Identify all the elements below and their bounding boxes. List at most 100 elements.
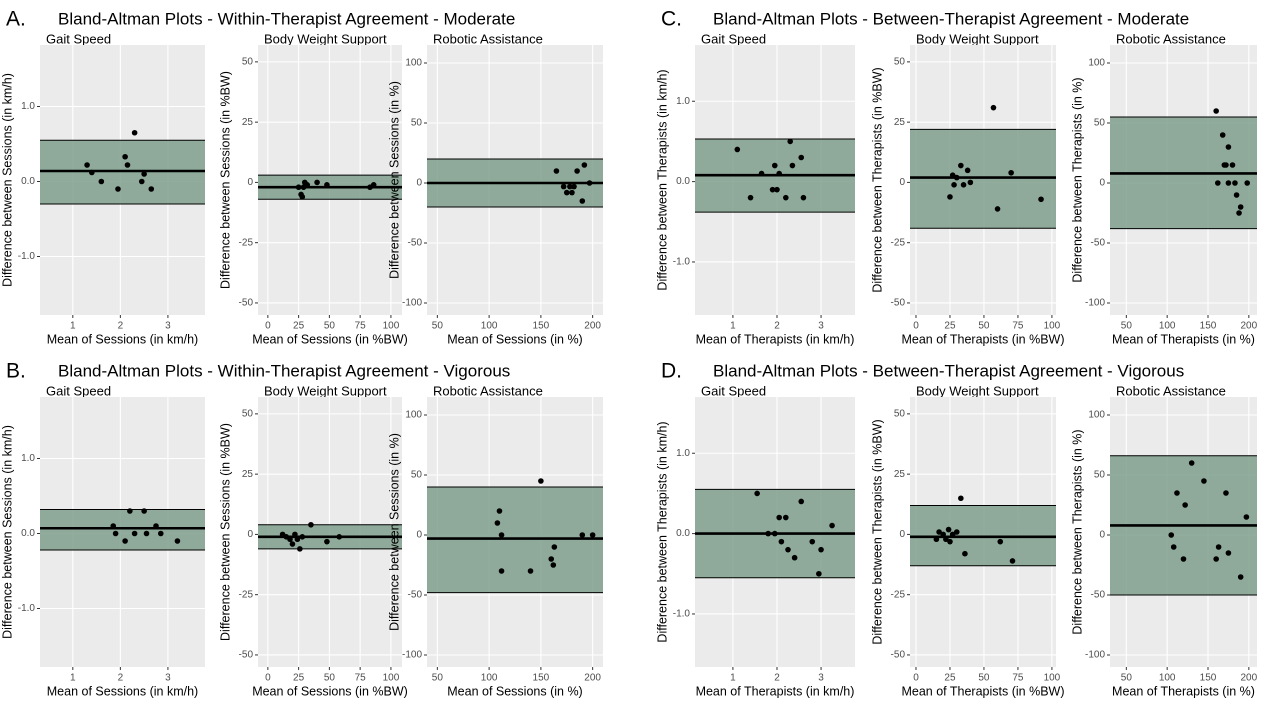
point bbox=[994, 206, 1001, 212]
point bbox=[370, 182, 377, 188]
x-tick-label: 100 bbox=[481, 321, 498, 332]
x-tick-label: 1 bbox=[730, 673, 736, 684]
point bbox=[548, 556, 555, 562]
point bbox=[294, 536, 301, 543]
point bbox=[1174, 490, 1180, 496]
subplot-title: Body Weight Support bbox=[916, 31, 1039, 46]
x-axis-label: Mean of Sessions (in %) bbox=[447, 332, 582, 346]
point bbox=[933, 536, 940, 543]
point bbox=[776, 170, 782, 177]
point bbox=[551, 544, 558, 550]
x-axis-label: Mean of Therapists (in %) bbox=[1112, 332, 1255, 346]
point bbox=[115, 186, 121, 192]
x-tick-label: 50 bbox=[432, 321, 444, 332]
point bbox=[563, 189, 570, 196]
point bbox=[949, 172, 956, 178]
panel-title: Bland-Altman Plots - Within-Therapist Ag… bbox=[58, 9, 515, 28]
point bbox=[958, 495, 964, 502]
x-tick-label: 0 bbox=[913, 673, 919, 684]
x-tick-label: 100 bbox=[383, 673, 400, 684]
point bbox=[940, 531, 946, 538]
x-tick-label: 100 bbox=[383, 321, 400, 332]
point bbox=[89, 169, 95, 176]
y-tick-label: -1.0 bbox=[18, 603, 36, 614]
x-tick-label: 25 bbox=[944, 321, 956, 332]
point bbox=[1237, 574, 1244, 580]
point bbox=[157, 530, 164, 537]
point bbox=[560, 183, 567, 190]
x-tick-label: 200 bbox=[1240, 321, 1257, 332]
subplot-title: Gait Speed bbox=[701, 383, 766, 398]
panel: A. Bland-Altman Plots - Within-Therapist … bbox=[0, 8, 603, 346]
x-tick-label: 2 bbox=[118, 321, 124, 332]
y-tick-label: 0.0 bbox=[21, 528, 35, 539]
point bbox=[143, 530, 150, 537]
y-tick-label: 1.0 bbox=[676, 448, 690, 459]
x-tick-label: 1 bbox=[730, 321, 736, 332]
point bbox=[958, 162, 964, 169]
x-tick-label: 75 bbox=[1012, 673, 1024, 684]
x-tick-label: 200 bbox=[584, 321, 601, 332]
point bbox=[758, 170, 765, 177]
y-tick-label: 50 bbox=[411, 470, 423, 481]
point bbox=[1213, 108, 1219, 114]
point bbox=[579, 532, 586, 538]
point bbox=[579, 198, 586, 204]
x-axis-label: Mean of Sessions (in %) bbox=[447, 684, 582, 698]
point bbox=[947, 194, 953, 200]
y-tick-label: -100 bbox=[1085, 298, 1105, 309]
point bbox=[581, 162, 588, 168]
point bbox=[771, 162, 778, 169]
point bbox=[538, 478, 544, 484]
x-axis-label: Mean of Therapists (in %) bbox=[1112, 684, 1255, 698]
point bbox=[553, 168, 560, 174]
x-axis-label: Mean of Sessions (in km/h) bbox=[47, 332, 198, 346]
point bbox=[964, 167, 971, 174]
point bbox=[336, 534, 343, 540]
subplot-title: Body Weight Support bbox=[264, 31, 387, 46]
point bbox=[292, 531, 298, 538]
point bbox=[98, 178, 105, 185]
point bbox=[314, 179, 320, 186]
x-tick-label: 2 bbox=[118, 673, 124, 684]
point bbox=[496, 508, 503, 514]
point bbox=[754, 490, 760, 497]
x-tick-label: 25 bbox=[944, 673, 956, 684]
y-tick-label: 0.0 bbox=[676, 176, 690, 187]
x-tick-label: 50 bbox=[324, 673, 336, 684]
point bbox=[1225, 550, 1232, 556]
subplot-title: Robotic Assistance bbox=[433, 383, 543, 398]
y-tick-label: 50 bbox=[242, 409, 254, 420]
y-tick-label: -50 bbox=[891, 650, 906, 661]
y-axis-label: Difference between Sessions (in %BW) bbox=[218, 71, 232, 289]
x-tick-label: 150 bbox=[1200, 321, 1217, 332]
x-tick-label: 3 bbox=[818, 321, 824, 332]
point bbox=[1243, 514, 1250, 520]
x-tick-label: 75 bbox=[1012, 321, 1024, 332]
y-tick-label: 100 bbox=[1088, 410, 1105, 421]
y-tick-label: 50 bbox=[894, 409, 906, 420]
y-tick-label: 0 bbox=[247, 177, 253, 188]
x-tick-label: 50 bbox=[432, 673, 444, 684]
point bbox=[324, 538, 330, 545]
point bbox=[1180, 556, 1187, 562]
point bbox=[153, 523, 159, 529]
point bbox=[1229, 162, 1236, 168]
y-tick-label: -100 bbox=[402, 650, 422, 661]
point bbox=[110, 523, 117, 529]
y-tick-label: 25 bbox=[894, 117, 906, 128]
point bbox=[947, 538, 953, 545]
y-tick-label: 0 bbox=[899, 529, 905, 540]
y-tick-label: -100 bbox=[1085, 650, 1105, 661]
point bbox=[787, 138, 794, 145]
point bbox=[1225, 144, 1232, 150]
y-tick-label: -1.0 bbox=[18, 251, 36, 262]
x-tick-label: 75 bbox=[355, 321, 367, 332]
y-tick-label: -25 bbox=[239, 589, 254, 600]
y-axis-label: Difference between Therapists (in %BW) bbox=[870, 67, 884, 292]
point bbox=[1233, 192, 1240, 198]
point bbox=[936, 529, 942, 535]
x-tick-label: 200 bbox=[1240, 673, 1257, 684]
